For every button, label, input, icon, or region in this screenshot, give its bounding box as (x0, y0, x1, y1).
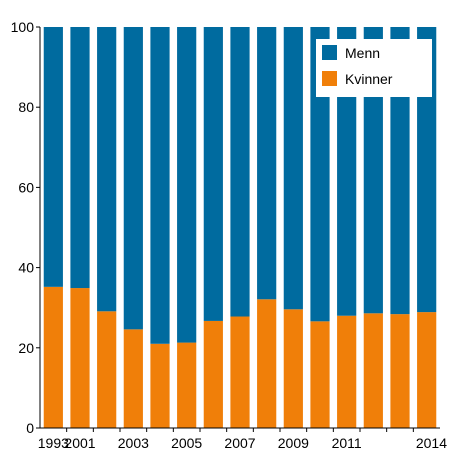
bar-menn-2003 (123, 27, 143, 330)
bar-kvinner-2014 (417, 312, 437, 428)
bar-kvinner-2007 (230, 316, 250, 428)
bar-kvinner-2005 (177, 342, 197, 428)
bar-menn-2013 (390, 27, 410, 315)
bar-kvinner-2011 (337, 315, 357, 428)
y-tick-label-0: 0 (26, 420, 34, 436)
bar-menn-2009 (283, 27, 303, 310)
bar-menn-2007 (230, 27, 250, 317)
x-tick-label-2005: 2005 (171, 435, 202, 451)
bar-menn-2004 (150, 27, 170, 344)
x-tick-label-2011: 2011 (332, 435, 362, 451)
legend: Menn Kvinner (316, 39, 432, 97)
y-tick-label-40: 40 (18, 260, 34, 276)
bar-menn-2014 (417, 27, 437, 313)
bar-menn-2012 (363, 27, 383, 314)
x-tick-label-2007: 2007 (224, 435, 255, 451)
bar-kvinner-1993 (43, 286, 63, 428)
legend-swatch-menn (322, 45, 337, 60)
bar-kvinner-2009 (283, 309, 303, 428)
bar-menn-1993 (43, 27, 63, 287)
legend-label-kvinner: Kvinner (345, 71, 393, 87)
y-tick-label-80: 80 (18, 99, 34, 115)
bar-kvinner-2012 (363, 313, 383, 428)
y-tick-label-60: 60 (18, 179, 34, 195)
x-tick-label-2003: 2003 (118, 435, 149, 451)
bar-kvinner-2002 (97, 311, 117, 428)
y-tick-label-20: 20 (18, 340, 34, 356)
x-tick-label-2009: 2009 (278, 435, 309, 451)
bar-kvinner-2004 (150, 343, 170, 428)
bar-kvinner-2013 (390, 314, 410, 428)
bar-kvinner-2008 (257, 299, 277, 428)
bar-menn-2005 (177, 27, 197, 343)
y-axis: 0 20 40 60 80 100 (11, 19, 41, 436)
x-tick-label-1993: 1993 (38, 435, 69, 451)
bar-kvinner-2006 (203, 320, 223, 428)
bar-menn-2011 (337, 27, 357, 316)
bar-kvinner-2003 (123, 329, 143, 428)
y-tick-label-100: 100 (11, 19, 35, 35)
bar-menn-2006 (203, 27, 223, 321)
bar-menn-2010 (310, 27, 330, 322)
legend-label-menn: Menn (345, 45, 380, 61)
bar-group (43, 27, 437, 428)
bar-menn-2008 (257, 27, 277, 300)
x-tick-label-2001: 2001 (64, 435, 95, 451)
legend-swatch-kvinner (322, 71, 337, 86)
bar-menn-2002 (97, 27, 117, 312)
bar-kvinner-2010 (310, 321, 330, 428)
bar-menn-2001 (70, 27, 90, 289)
x-tick-label-2014: 2014 (416, 435, 447, 451)
bar-kvinner-2001 (70, 288, 90, 428)
